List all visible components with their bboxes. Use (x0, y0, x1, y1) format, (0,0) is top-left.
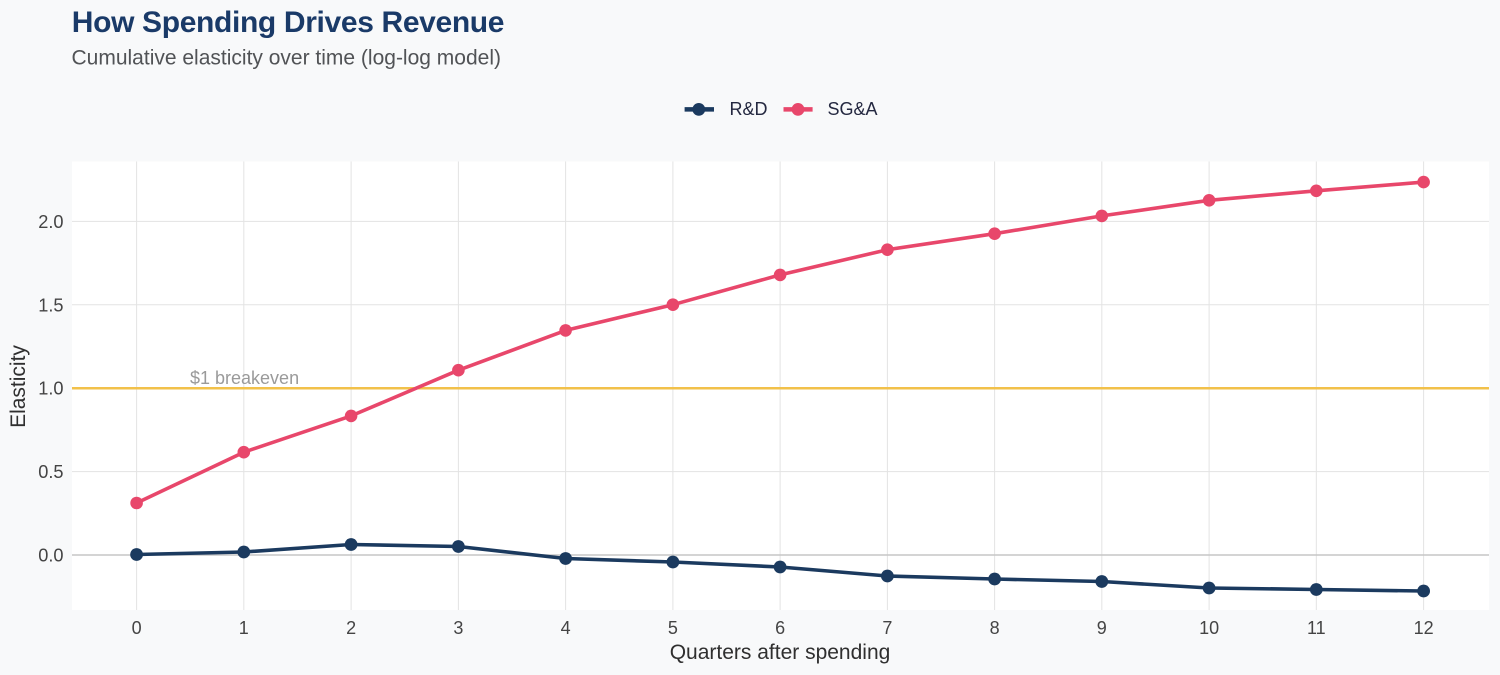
svg-text:9: 9 (1097, 618, 1107, 638)
svg-text:10: 10 (1199, 618, 1219, 638)
svg-text:4: 4 (561, 618, 571, 638)
svg-text:8: 8 (990, 618, 1000, 638)
svg-text:3: 3 (453, 618, 463, 638)
svg-text:0.0: 0.0 (38, 546, 63, 566)
svg-text:How Spending Drives Revenue: How Spending Drives Revenue (72, 6, 504, 39)
svg-text:2.0: 2.0 (38, 212, 63, 232)
svg-text:SG&A: SG&A (828, 99, 878, 119)
svg-text:12: 12 (1414, 618, 1434, 638)
svg-text:Cumulative elasticity over tim: Cumulative elasticity over time (log-log… (72, 47, 502, 70)
svg-text:Elasticity: Elasticity (7, 345, 30, 428)
svg-text:Quarters after spending: Quarters after spending (670, 641, 891, 664)
svg-text:R&D: R&D (730, 99, 768, 119)
svg-text:1.5: 1.5 (38, 295, 63, 315)
svg-text:7: 7 (882, 618, 892, 638)
svg-text:1.0: 1.0 (38, 379, 63, 399)
svg-text:2: 2 (346, 618, 356, 638)
svg-text:$1 breakeven: $1 breakeven (190, 368, 299, 388)
svg-text:0.5: 0.5 (38, 462, 63, 482)
svg-text:5: 5 (668, 618, 678, 638)
svg-text:11: 11 (1307, 618, 1326, 638)
svg-text:0: 0 (132, 618, 142, 638)
svg-text:1: 1 (239, 618, 249, 638)
svg-text:6: 6 (775, 618, 785, 638)
